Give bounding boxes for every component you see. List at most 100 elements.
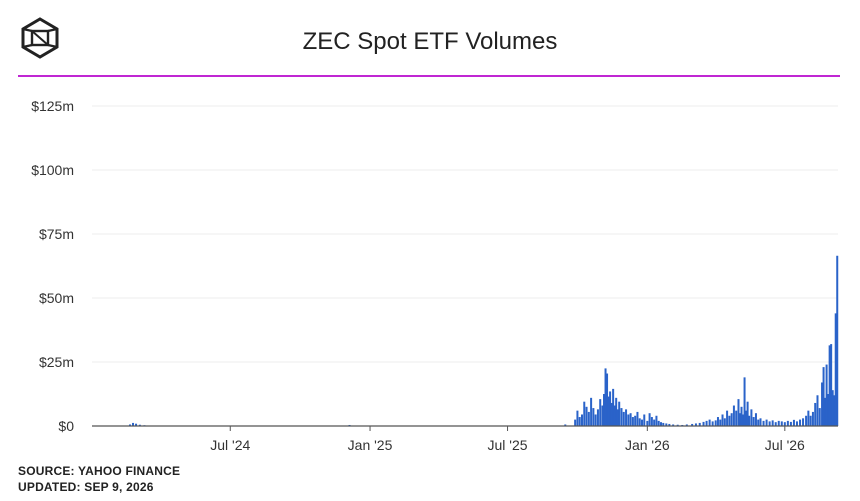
volume-bar [783,422,786,426]
volume-bar [824,397,827,426]
volume-bar [721,414,724,426]
volume-bar [672,424,675,426]
volume-bar [592,408,595,426]
volume-bar [807,410,810,426]
volume-bar [743,377,746,426]
volume-bar [636,411,639,426]
volume-bar [698,422,701,426]
x-tick-label: Jul '25 [488,437,528,450]
volume-bar [705,420,708,426]
updated-note: UPDATED: SEP 9, 2026 [18,480,154,494]
volume-bar [809,415,812,426]
volume-bar [138,424,141,426]
volume-bar [777,420,780,426]
volume-bar [802,418,805,426]
volume-bar [135,423,138,426]
volume-bar [821,382,824,426]
x-tick-label: Jan '26 [625,437,670,450]
volume-bar [596,409,599,426]
volume-bar [735,410,738,426]
chart-title: ZEC Spot ETF Volumes [302,28,558,55]
volume-bar [732,405,735,426]
y-tick-label: $50m [39,290,74,306]
volume-bar [576,410,579,426]
volume-bar [814,402,817,426]
volume-bar [828,345,831,426]
volume-bar [643,414,646,426]
volume-bar [606,373,609,426]
volume-bar [762,420,765,426]
x-tick-label: Jan '25 [348,437,393,450]
volume-bar [711,421,714,426]
volume-bar [613,405,616,426]
title-divider [18,75,840,77]
volume-bar [795,421,798,426]
volume-bar [676,424,679,426]
y-tick-label: $100m [31,162,74,178]
volume-bar [765,419,768,426]
volume-bar [574,419,577,426]
volume-bar [668,423,671,426]
volume-bar [752,417,755,426]
volume-bar [702,421,705,426]
volume-bar [780,421,783,426]
volume-bar [653,419,656,426]
volume-bar [685,424,688,426]
volume-bar [771,420,774,426]
volume-bar [629,413,632,426]
volume-bar [590,397,593,426]
volume-bar [594,414,597,426]
volume-bar [774,422,777,426]
volume-bar [604,368,607,426]
volume-bar [816,395,819,426]
volume-bar [625,409,628,426]
volume-bar [737,399,740,426]
volume-bar [818,408,821,426]
volume-bar [825,364,828,426]
volume-bar [739,413,741,426]
volume-bar [730,413,733,426]
volume-bar [792,419,795,426]
volume-bar [650,417,653,426]
y-tick-label: $125m [31,98,74,114]
volume-bar [786,420,789,426]
volume-bar [759,418,762,426]
volume-bar [601,405,604,426]
volume-bar [132,422,135,426]
volume-bar [657,420,660,426]
volume-bar [585,406,588,426]
volume-bar [746,401,749,426]
volume-bar [694,423,697,426]
volume-bar [627,414,630,426]
volume-bar [578,417,581,426]
volume-bar [564,424,567,426]
x-tick-label: Jul '26 [765,437,805,450]
volume-bar [609,391,612,426]
y-tick-label: $75m [39,226,74,242]
volume-bar [836,255,839,426]
volume-bar [827,394,830,426]
volume-bar [691,423,694,426]
volume-bar [789,421,792,426]
volume-bar [830,344,833,426]
volume-bar [580,414,583,426]
volume-bar [603,394,606,426]
volume-bar [723,418,726,426]
volume-bar [615,397,618,426]
volume-bar [655,415,658,426]
volume-bar [719,419,722,426]
volume-bar [750,409,753,426]
volume-bar [620,408,623,426]
volume-bar [128,424,131,426]
volume-bar [641,419,643,426]
volume-bar [662,422,665,426]
volume-bar [634,415,637,426]
volume-bar [726,410,729,426]
volume-bar [631,417,634,426]
volume-bar [831,390,834,426]
volume-bar [833,395,836,426]
volume-bar [716,417,719,426]
volume-bar [610,402,613,426]
volume-bar [612,388,615,426]
volume-bar [740,406,743,426]
